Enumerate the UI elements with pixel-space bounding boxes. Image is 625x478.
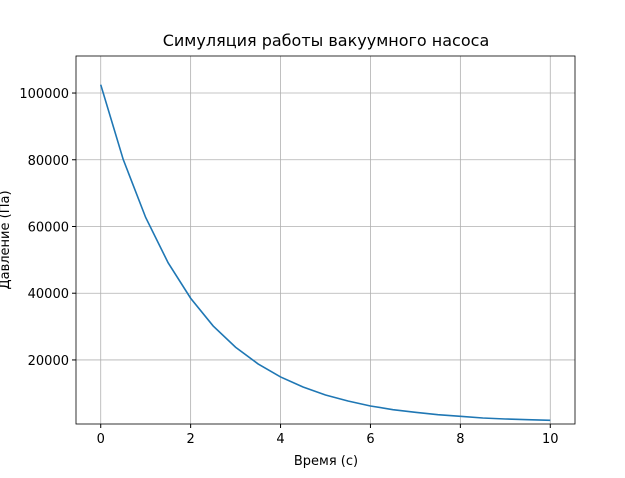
chart-title: Симуляция работы вакуумного насоса <box>163 31 490 50</box>
x-tick-label: 2 <box>186 432 194 447</box>
plot-frame <box>75 55 576 425</box>
y-tick-label: 20000 <box>28 354 69 369</box>
y-axis-label: Давление (Па) <box>0 190 13 289</box>
y-tick-label: 80000 <box>28 154 69 169</box>
x-tick-label: 4 <box>276 432 284 447</box>
x-axis-label: Время (с) <box>294 454 358 469</box>
y-tick-label: 100000 <box>19 87 69 102</box>
y-tick-label: 40000 <box>28 287 69 302</box>
x-tick-label: 8 <box>456 432 464 447</box>
y-tick-label: 60000 <box>28 220 69 235</box>
line-series <box>99 84 551 422</box>
x-tick-label: 0 <box>97 432 105 447</box>
x-tick-label: 6 <box>366 432 374 447</box>
x-tick-label: 10 <box>542 432 559 447</box>
